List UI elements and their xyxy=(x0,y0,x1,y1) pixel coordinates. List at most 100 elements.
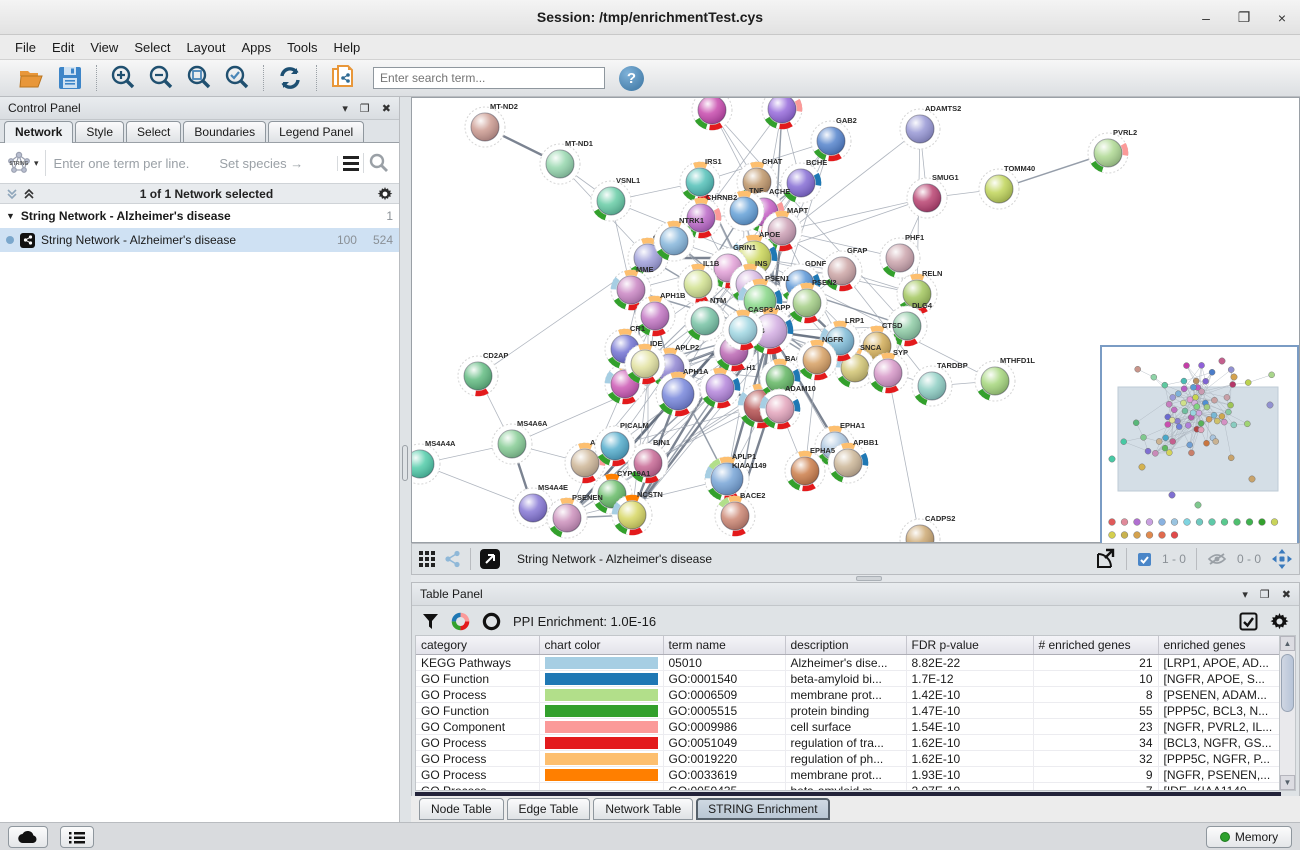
string-search-icon[interactable] xyxy=(363,153,393,173)
network-options-gear-icon[interactable] xyxy=(377,186,393,202)
network-collection-row[interactable]: ▼ String Network - Alzheimer's disease 1 xyxy=(0,204,399,228)
network-node-tnf[interactable]: TNF xyxy=(723,186,765,232)
refresh-icon[interactable] xyxy=(276,64,304,92)
string-logo-icon[interactable]: STRING ▾ xyxy=(6,150,46,176)
minimize-button[interactable]: – xyxy=(1202,9,1210,26)
tab-boundaries[interactable]: Boundaries xyxy=(183,121,267,142)
tab-string-enrichment[interactable]: STRING Enrichment xyxy=(696,798,830,820)
network-node-gsk3b[interactable]: GSK3B xyxy=(713,326,765,372)
tab-edge-table[interactable]: Edge Table xyxy=(506,798,591,820)
memory-button[interactable]: Memory xyxy=(1206,826,1292,848)
expand-all-icon[interactable] xyxy=(6,188,19,200)
scroll-down-icon[interactable]: ▼ xyxy=(1280,775,1295,790)
network-node-ms4a4e[interactable]: MS4A4E xyxy=(512,483,568,529)
zoom-fit-icon[interactable] xyxy=(185,64,213,92)
network-node-tardbp[interactable]: TARDBP xyxy=(911,361,968,407)
network-node-aph1b[interactable]: APH1B xyxy=(634,291,686,337)
tab-select[interactable]: Select xyxy=(126,121,182,142)
network-node-epha5[interactable]: EPHA5 xyxy=(784,446,835,492)
hidden-nodes-eye-icon[interactable] xyxy=(1207,552,1227,566)
table-row[interactable]: GO Component GO:0009986 cell surface 1.54E-… xyxy=(416,718,1280,735)
menu-select[interactable]: Select xyxy=(134,39,171,55)
menu-layout[interactable]: Layout xyxy=(186,39,226,55)
column-header[interactable]: FDR p-value xyxy=(906,636,1034,655)
network-node-smug1[interactable]: SMUG1 xyxy=(906,173,959,219)
table-row[interactable]: GO Process GO:0019220 regulation of ph... 1… xyxy=(416,750,1280,767)
panel-divider[interactable] xyxy=(400,97,411,822)
network-node-mt-nd2[interactable]: MT-ND2 xyxy=(464,102,518,148)
export-network-icon[interactable] xyxy=(1094,548,1116,570)
tab-network-table[interactable]: Network Table xyxy=(593,798,694,820)
network-node-cadps2[interactable]: CADPS2 xyxy=(899,514,955,543)
panel-float-icon[interactable]: ❐ xyxy=(359,102,370,115)
network-node-picalm[interactable]: PICALM xyxy=(594,421,649,467)
network-node-ntrk1[interactable]: NTRK1 xyxy=(653,216,704,262)
menu-help[interactable]: Help xyxy=(333,39,361,55)
enrichment-settings-gear-icon[interactable] xyxy=(1270,612,1289,631)
column-header[interactable]: description xyxy=(785,636,907,655)
network-node-psen2[interactable]: PSEN2 xyxy=(786,278,837,324)
selected-nodes-checkbox-icon[interactable] xyxy=(1137,552,1152,567)
column-header[interactable]: term name xyxy=(663,636,786,655)
network-node-aph1a[interactable]: APH1A xyxy=(655,367,709,417)
network-node-bche[interactable]: BCHE xyxy=(780,158,827,204)
birds-eye-view[interactable] xyxy=(1100,345,1299,545)
network-node-reln[interactable]: RELN xyxy=(896,269,942,315)
zoom-in-icon[interactable] xyxy=(109,64,137,92)
table-panel-float-icon[interactable]: ❐ xyxy=(1259,588,1270,601)
network-node-ngfr[interactable]: NGFR xyxy=(796,335,844,381)
filter-icon[interactable] xyxy=(422,613,439,630)
tab-network[interactable]: Network xyxy=(4,121,74,143)
column-header[interactable]: chart color xyxy=(539,636,664,655)
scroll-up-icon[interactable]: ▲ xyxy=(1280,636,1295,651)
table-panel-menu-icon[interactable]: ▾ xyxy=(1242,588,1248,601)
collapse-all-icon[interactable] xyxy=(23,188,36,200)
share-view-icon[interactable] xyxy=(444,550,462,568)
network-node-phf1[interactable]: PHF1 xyxy=(879,233,924,279)
network-node-chrnb2[interactable]: CHRNB2 xyxy=(680,193,737,239)
network-row[interactable]: String Network - Alzheimer's disease 100… xyxy=(0,228,399,252)
column-header[interactable]: category xyxy=(416,636,540,655)
network-node-bace1[interactable]: BACE1 xyxy=(759,354,810,400)
table-panel-close-icon[interactable]: ✖ xyxy=(1281,588,1291,601)
menu-apps[interactable]: Apps xyxy=(241,39,272,55)
network-node-irs1[interactable]: IRS1 xyxy=(679,157,722,203)
horizontal-splitter[interactable] xyxy=(411,575,1300,582)
help-icon[interactable]: ? xyxy=(619,65,644,91)
network-node-abca7[interactable]: ABCA7 xyxy=(564,438,616,484)
network-edge[interactable] xyxy=(887,372,921,540)
tab-legend-panel[interactable]: Legend Panel xyxy=(268,121,365,142)
panel-menu-icon[interactable]: ▾ xyxy=(342,102,348,115)
select-all-checkbox-icon[interactable] xyxy=(1239,612,1258,631)
network-edge[interactable] xyxy=(781,197,928,232)
network-node-bace2[interactable]: BACE2 xyxy=(714,491,765,537)
zoom-selected-icon[interactable] xyxy=(223,64,251,92)
enrichment-table[interactable]: category chart color term name description F… xyxy=(415,635,1281,791)
network-node-ncstn[interactable]: NCSTN xyxy=(611,490,663,536)
network-node-ntm[interactable]: NTM xyxy=(684,296,726,342)
tab-style[interactable]: Style xyxy=(75,121,125,142)
table-row[interactable]: GO Process GO:0006509 membrane prot... 1.42… xyxy=(416,686,1280,703)
scroll-thumb[interactable] xyxy=(1281,654,1294,712)
divider-handle[interactable] xyxy=(402,445,408,481)
string-query-input[interactable]: Enter one term per line. Set species → xyxy=(46,156,337,171)
network-node-chrna7[interactable]: CHRNA7 xyxy=(761,98,818,130)
menu-file[interactable]: File xyxy=(15,39,36,55)
network-node-apbb1[interactable]: APBB1 xyxy=(827,438,878,484)
network-node-mapt[interactable]: MAPT xyxy=(761,206,809,252)
network-node-mthfd1l[interactable]: MTHFD1L xyxy=(974,356,1035,402)
network-canvas[interactable]: MT-ND2 MT-ND1 VSNL1 GAB2 CHRM1 CHRNA7 ADAMTS2 P… xyxy=(411,97,1300,543)
splitter-grip[interactable] xyxy=(855,576,882,581)
network-node-mt-nd1[interactable]: MT-ND1 xyxy=(539,139,593,185)
table-row[interactable]: GO Process GO:0033619 membrane prot... 1.93… xyxy=(416,766,1280,783)
network-node-syp[interactable]: SYP xyxy=(867,348,909,394)
network-edge[interactable] xyxy=(700,108,783,219)
open-in-window-icon[interactable] xyxy=(479,548,501,570)
network-node-ide[interactable]: IDE xyxy=(624,339,666,385)
cloud-tasks-button[interactable] xyxy=(8,826,48,848)
network-node-adamts2[interactable]: ADAMTS2 xyxy=(899,104,961,150)
network-node-ms4a4a[interactable]: MS4A4A xyxy=(412,439,456,485)
network-node-gab2[interactable]: GAB2 xyxy=(810,116,857,162)
column-header[interactable]: # enriched genes xyxy=(1033,636,1159,655)
